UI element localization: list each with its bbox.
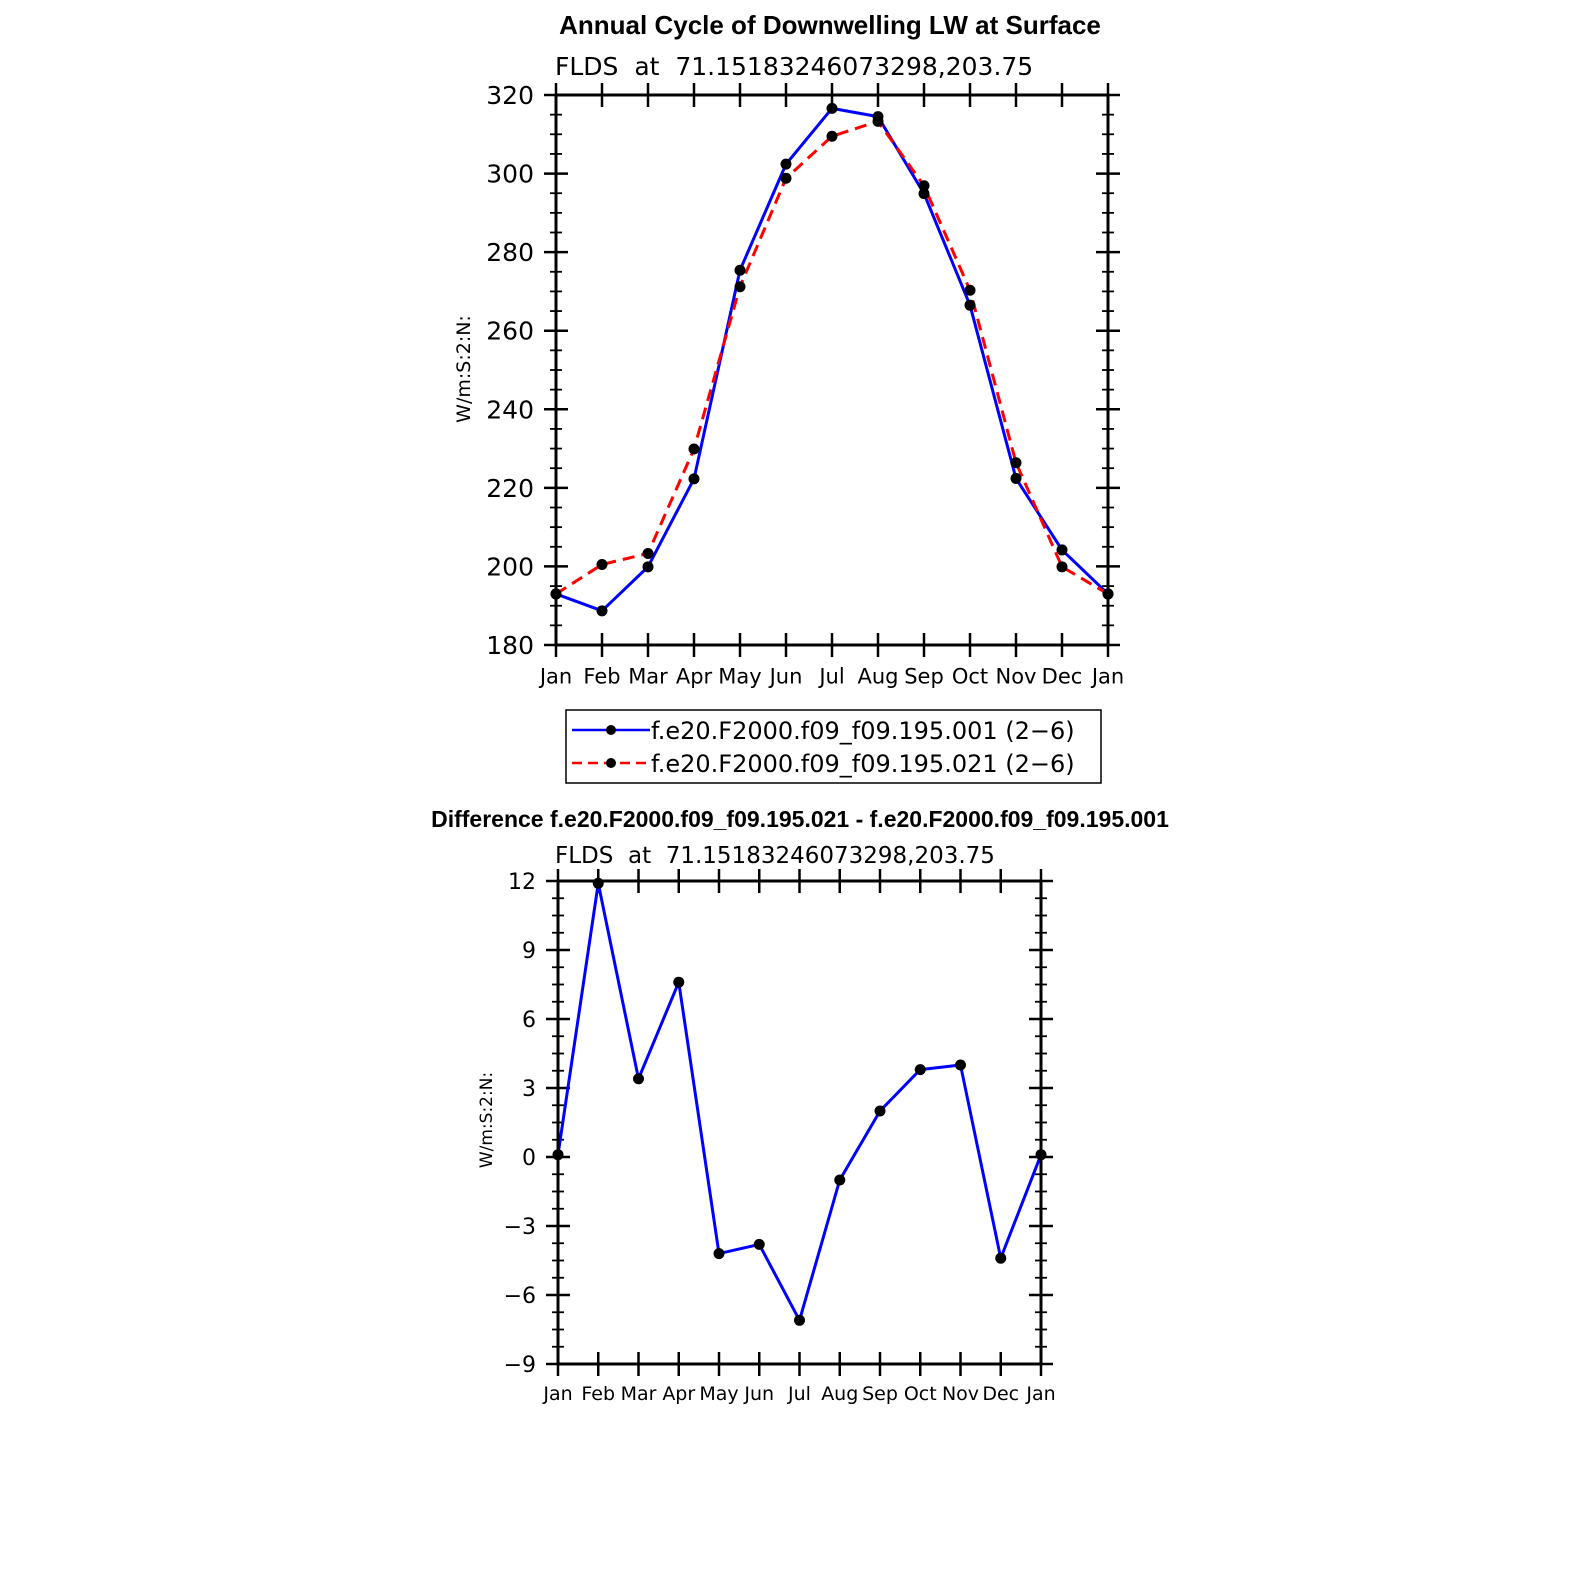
chart1-series1-point [780,158,792,170]
chart2-xtick-label: Jan [542,1383,572,1405]
chart2-xtick-label: Dec [982,1383,1019,1405]
chart1-series1-point [1010,472,1022,484]
chart1-xtick-label: Dec [1042,664,1083,688]
legend-box [565,709,1102,784]
chart1-xtick-label: Apr [676,664,713,688]
chart2-series1-point [713,1248,725,1260]
chart2-ytick-label: 3 [522,1077,536,1102]
chart2-ytick-label: 9 [522,939,536,964]
chart2-xtick-label: Apr [662,1383,695,1405]
chart1-xtick-label: Jan [1090,664,1124,688]
chart2-series1-point [673,976,685,988]
chart1-ytick-label: 300 [486,160,534,189]
chart1-series1-point [688,473,700,485]
chart1-xtick-label: Feb [583,664,620,688]
chart1-series2-point [596,558,608,570]
chart1-ytick-label: 320 [486,81,534,110]
chart2-y-axis-label: W/m:S:2:N: [477,1072,497,1168]
chart1-series-line-2 [555,119,1109,596]
chart1-ytick-label: 180 [486,631,534,660]
chart1-series-line-1 [555,106,1110,613]
chart1-xtick-label: Sep [904,664,944,688]
legend-marker-series1 [606,725,616,735]
chart1-xtick-label: Jun [768,664,803,688]
chart2-xtick-label: Aug [821,1383,858,1405]
chart1-series1-point [596,605,608,617]
chart1-series2-point [688,443,700,455]
chart2-ytick-label: −3 [504,1215,536,1240]
chart2-xtick-label: Nov [942,1383,979,1405]
chart1-series1-point [964,299,976,311]
chart2-xtick-label: Oct [904,1383,937,1405]
chart2-series1-point [914,1064,926,1076]
chart1-ytick-label: 280 [486,238,534,267]
annual-cycle-chart: Annual Cycle of Downwelling LW at Surfac… [453,10,1124,784]
chart1-series2-point [964,284,976,296]
chart1-y-axis-label: W/m:S:2:N: [453,315,475,423]
chart2-series-line-1 [556,881,1043,1322]
legend-marker-series2 [606,758,616,768]
chart2-series1-point [633,1073,644,1085]
chart2-series1-point [592,877,604,889]
chart1-xtick-label: Jan [538,664,572,688]
chart1-xtick-label: May [718,664,761,688]
chart1-ytick-label: 220 [486,474,534,503]
chart1-legend: f.e20.F2000.f09_f09.195.001 (2−6) f.e20.… [565,709,1102,784]
chart2-xtick-label: Feb [581,1383,615,1405]
chart1-series2-point [1056,561,1068,573]
chart1-series2-point [734,281,746,293]
chart1-ytick-label: 240 [486,395,534,424]
chart2-ytick-label: −6 [504,1284,536,1309]
legend-label-series2: f.e20.F2000.f09_f09.195.021 (2−6) [651,750,1075,778]
legend-label-series1: f.e20.F2000.f09_f09.195.001 (2−6) [651,717,1075,745]
chart2-xtick-label: Sep [862,1383,898,1405]
chart1-series1-point [1056,544,1068,556]
chart2-xtick-label: Jun [743,1383,774,1405]
chart1-xtick-label: Nov [996,664,1037,688]
chart1-xtick-label: Mar [628,664,668,688]
chart1-series2-point [826,130,838,142]
chart2-title: Difference f.e20.F2000.f09_f09.195.021 -… [431,806,1169,832]
chart1-series2-point [872,115,884,127]
chart2-xtick-label: May [699,1383,738,1405]
chart1-xtick-label: Aug [857,664,898,688]
chart2-series1-point [834,1174,846,1186]
chart1-title: Annual Cycle of Downwelling LW at Surfac… [559,10,1101,40]
chart1-ytick-label: 200 [486,552,534,581]
chart1-series2-point [642,547,654,559]
chart1-plot-frame [554,93,1110,647]
chart1-xtick-label: Jul [817,664,844,688]
chart2-plot-frame [556,879,1043,1366]
chart1-xtick-label: Oct [952,664,988,688]
chart1-series2-point [1010,457,1022,469]
chart1-series1-point [642,561,654,573]
chart1-series1-point [734,264,746,276]
difference-chart: Difference f.e20.F2000.f09_f09.195.021 -… [431,806,1169,1405]
chart2-series1-point [995,1252,1007,1264]
chart2-ytick-label: −9 [504,1353,536,1378]
chart2-series1-point [794,1314,805,1326]
chart2-subtitle: FLDS at 71.15183246073298,203.75 [555,843,995,869]
chart2-series1-point [955,1059,966,1071]
chart1-series1-point [918,188,930,200]
chart2-series1-point [753,1238,765,1250]
chart2-xtick-label: Jul [787,1383,811,1405]
chart1-ytick-label: 260 [486,317,534,346]
chart1-series2-point [918,180,930,192]
chart2-series1-point [874,1105,886,1117]
chart2-xtick-label: Mar [621,1383,657,1405]
chart1-series2-point [780,172,792,184]
chart1-series1-point [826,102,838,114]
chart2-xtick-label: Jan [1025,1383,1055,1405]
chart2-ytick-label: 0 [522,1146,536,1171]
chart2-ytick-label: 12 [508,870,536,895]
chart1-subtitle: FLDS at 71.15183246073298,203.75 [555,52,1033,81]
chart2-ytick-label: 6 [522,1008,536,1033]
